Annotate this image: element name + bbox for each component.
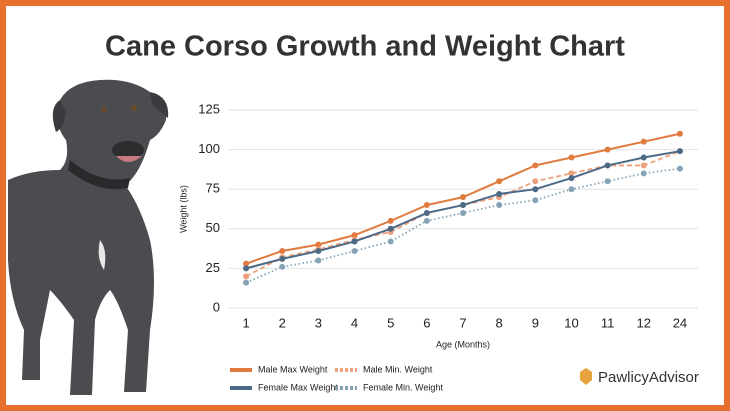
legend-label: Male Max Weight [258, 364, 328, 374]
data-point [604, 178, 611, 185]
x-tick-label: 2 [279, 315, 286, 330]
x-tick-label: 6 [423, 315, 430, 330]
data-point [676, 165, 683, 172]
data-point [640, 170, 647, 177]
data-point [532, 178, 539, 185]
x-tick-label: 10 [564, 315, 578, 330]
data-point [423, 217, 430, 224]
data-point [460, 194, 466, 201]
data-point [423, 209, 430, 216]
data-point [315, 257, 322, 264]
x-tick-label: 1 [242, 315, 249, 330]
legend-label: Male Min. Weight [363, 364, 433, 374]
x-axis-label: Age (Months) [436, 339, 490, 349]
data-point [351, 238, 358, 245]
data-point [243, 260, 250, 267]
data-point [496, 190, 503, 197]
data-point [604, 146, 611, 153]
data-point [532, 186, 539, 193]
y-tick-label: 100 [198, 141, 220, 156]
data-point [243, 279, 250, 286]
y-tick-label: 125 [198, 101, 220, 116]
y-tick-label: 25 [206, 260, 220, 275]
x-tick-label: 5 [387, 315, 394, 330]
data-point [351, 232, 358, 239]
data-point [568, 186, 575, 193]
data-point [532, 162, 539, 169]
dog-illustration [8, 79, 169, 395]
data-point [387, 217, 394, 224]
y-tick-label: 50 [206, 220, 220, 235]
y-axis-label: Weight (lbs) [178, 185, 188, 233]
data-point [279, 247, 286, 254]
data-point [568, 175, 575, 182]
data-point [315, 241, 322, 248]
data-point [387, 238, 394, 245]
data-point [243, 273, 250, 280]
legend-label: Female Max Weight [258, 382, 338, 392]
data-point [351, 247, 358, 254]
data-point [532, 197, 539, 204]
data-point [423, 202, 430, 209]
data-point [279, 263, 286, 270]
chart-title: Cane Corso Growth and Weight Chart [105, 31, 625, 63]
x-tick-label: 24 [673, 315, 687, 330]
legend-label: Female Min. Weight [363, 382, 443, 392]
data-point [460, 209, 466, 216]
data-point [640, 138, 647, 145]
data-point [387, 225, 394, 232]
data-point [460, 202, 466, 209]
data-point [604, 162, 611, 169]
x-tick-label: 3 [315, 315, 322, 330]
y-tick-label: 0 [213, 299, 220, 314]
logo-icon [580, 368, 592, 385]
data-point [496, 178, 503, 185]
x-tick-label: 11 [601, 315, 615, 330]
data-point [243, 265, 250, 272]
data-point [568, 170, 575, 177]
data-point [496, 202, 503, 209]
x-tick-label: 12 [637, 315, 651, 330]
data-point [640, 154, 647, 161]
data-point [279, 255, 286, 262]
x-tick-label: 4 [351, 315, 358, 330]
x-tick-label: 7 [459, 315, 466, 330]
data-point [640, 162, 647, 169]
data-point [568, 154, 575, 161]
y-tick-label: 75 [206, 181, 220, 196]
x-tick-label: 9 [532, 315, 539, 330]
x-tick-label: 8 [496, 315, 503, 330]
data-point [676, 148, 683, 155]
data-point [315, 247, 322, 254]
data-point [676, 130, 683, 137]
brand-name: PawlicyAdvisor [598, 369, 699, 386]
brand-logo: PawlicyAdvisor [580, 368, 699, 386]
